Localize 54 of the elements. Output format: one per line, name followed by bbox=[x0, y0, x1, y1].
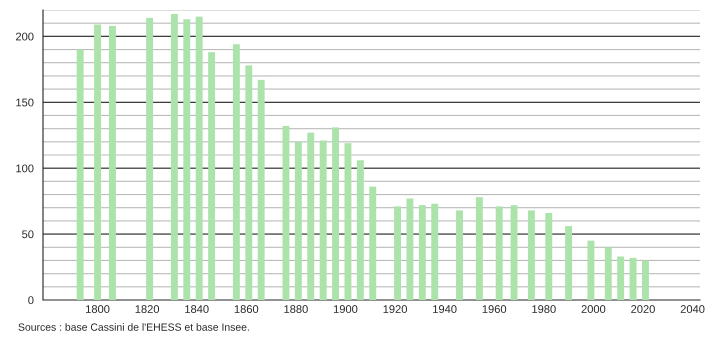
bar bbox=[282, 126, 290, 300]
bar bbox=[307, 132, 314, 300]
x-tick-label: 1920 bbox=[384, 305, 407, 314]
x-tick-label: 1940 bbox=[433, 305, 457, 314]
bar bbox=[630, 258, 637, 300]
bar bbox=[294, 142, 302, 300]
x-tick-label: 1880 bbox=[284, 305, 308, 314]
bar bbox=[642, 260, 649, 300]
x-tick-label: 1800 bbox=[86, 305, 110, 314]
bar bbox=[356, 160, 364, 300]
bar bbox=[183, 19, 190, 300]
bar bbox=[369, 186, 376, 300]
bar bbox=[208, 52, 216, 300]
bar bbox=[496, 206, 503, 300]
bar bbox=[510, 205, 518, 300]
bar bbox=[344, 143, 352, 300]
bar bbox=[406, 198, 414, 300]
bar bbox=[232, 44, 240, 300]
bar bbox=[258, 80, 265, 300]
x-tick-label: 1960 bbox=[482, 305, 506, 314]
y-tick-label: 50 bbox=[22, 230, 34, 238]
y-tick-label: 150 bbox=[16, 98, 34, 106]
bar bbox=[170, 14, 178, 300]
x-tick-label: 1980 bbox=[532, 305, 556, 314]
x-tick-label: 1860 bbox=[234, 305, 258, 314]
y-tick-label: 0 bbox=[28, 296, 34, 304]
bar bbox=[320, 140, 327, 300]
bar bbox=[431, 204, 438, 300]
x-tick-label: 1840 bbox=[185, 305, 209, 314]
bar bbox=[587, 240, 594, 300]
bar bbox=[418, 205, 426, 300]
bar bbox=[394, 206, 402, 300]
bar bbox=[476, 197, 483, 300]
bar bbox=[76, 50, 84, 300]
bar bbox=[617, 256, 624, 300]
x-tick-label: 1820 bbox=[136, 305, 160, 314]
bar bbox=[94, 24, 102, 300]
x-tick-label: 2040 bbox=[680, 305, 704, 314]
bar bbox=[245, 65, 252, 300]
bar bbox=[545, 213, 552, 300]
x-tick-label: 2000 bbox=[582, 305, 606, 314]
x-tick-label: 1900 bbox=[334, 305, 358, 314]
bar bbox=[146, 18, 154, 300]
source-note: Sources : base Cassini de l'EHESS et base Insee. bbox=[18, 323, 249, 331]
y-tick-label: 100 bbox=[16, 164, 34, 172]
bar bbox=[528, 210, 535, 300]
bar bbox=[196, 16, 203, 300]
bar bbox=[604, 247, 612, 300]
bar bbox=[456, 210, 463, 300]
bar bbox=[565, 226, 572, 300]
bar bbox=[108, 26, 116, 300]
bar bbox=[332, 127, 340, 300]
y-tick-label: 200 bbox=[16, 32, 34, 40]
x-tick-label: 2020 bbox=[631, 305, 655, 314]
